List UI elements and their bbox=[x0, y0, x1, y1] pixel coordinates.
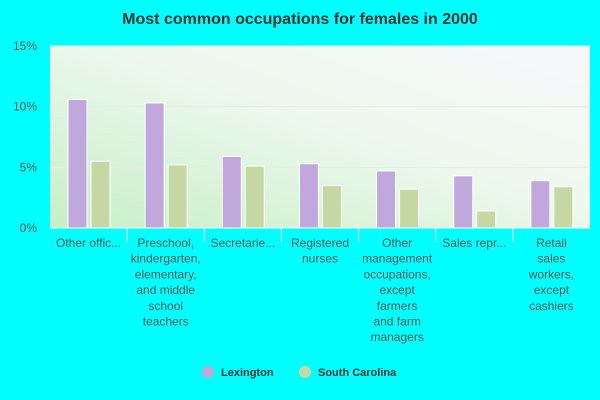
bar-south-carolina[interactable] bbox=[321, 185, 342, 229]
x-tick-label: Other management occupations, except farmers… bbox=[362, 236, 433, 344]
bar-lexington[interactable] bbox=[67, 98, 88, 229]
plot-area bbox=[50, 46, 590, 228]
x-tick-label: Preschool, kindergarten, elementary, and mi… bbox=[131, 236, 201, 329]
bars bbox=[67, 98, 574, 229]
y-tick-label: 5% bbox=[20, 160, 38, 174]
y-tick-label: 0% bbox=[20, 221, 38, 235]
bar-south-carolina[interactable] bbox=[553, 186, 574, 229]
legend-swatch bbox=[299, 366, 311, 378]
x-tick-label: Sales repr... bbox=[442, 236, 506, 250]
x-tick-label: Secretarie... bbox=[211, 236, 276, 250]
bar-south-carolina[interactable] bbox=[244, 165, 265, 229]
y-tick-label: 10% bbox=[13, 100, 37, 114]
x-tick-label: Other offic... bbox=[56, 236, 121, 250]
bar-south-carolina[interactable] bbox=[476, 210, 497, 229]
x-axis-labels: Other offic... Preschool, kindergarten, ele… bbox=[56, 236, 574, 344]
bar-south-carolina[interactable] bbox=[90, 160, 111, 229]
legend-swatch bbox=[202, 366, 214, 378]
bar-south-carolina[interactable] bbox=[399, 188, 420, 229]
bar-lexington[interactable] bbox=[221, 155, 242, 229]
bar-lexington[interactable] bbox=[376, 170, 397, 229]
chart-title: Most common occupations for females in 2… bbox=[122, 11, 478, 28]
bar-lexington[interactable] bbox=[144, 102, 165, 229]
bar-lexington[interactable] bbox=[453, 175, 474, 229]
bar-lexington[interactable] bbox=[530, 180, 551, 229]
x-tick-label: Registered nurses bbox=[291, 236, 349, 266]
x-tick-label: Retail sales workers, except cashiers bbox=[528, 236, 574, 313]
legend-label: South Carolina bbox=[318, 367, 397, 379]
y-axis-ticks: 0% 5% 10% 15% bbox=[13, 39, 37, 235]
y-tick-label: 15% bbox=[13, 39, 37, 53]
legend: Lexington South Carolina bbox=[202, 366, 397, 379]
legend-label: Lexington bbox=[221, 367, 274, 379]
bar-south-carolina[interactable] bbox=[167, 164, 188, 229]
bar-lexington[interactable] bbox=[298, 163, 319, 229]
grid-lines bbox=[50, 45, 590, 242]
